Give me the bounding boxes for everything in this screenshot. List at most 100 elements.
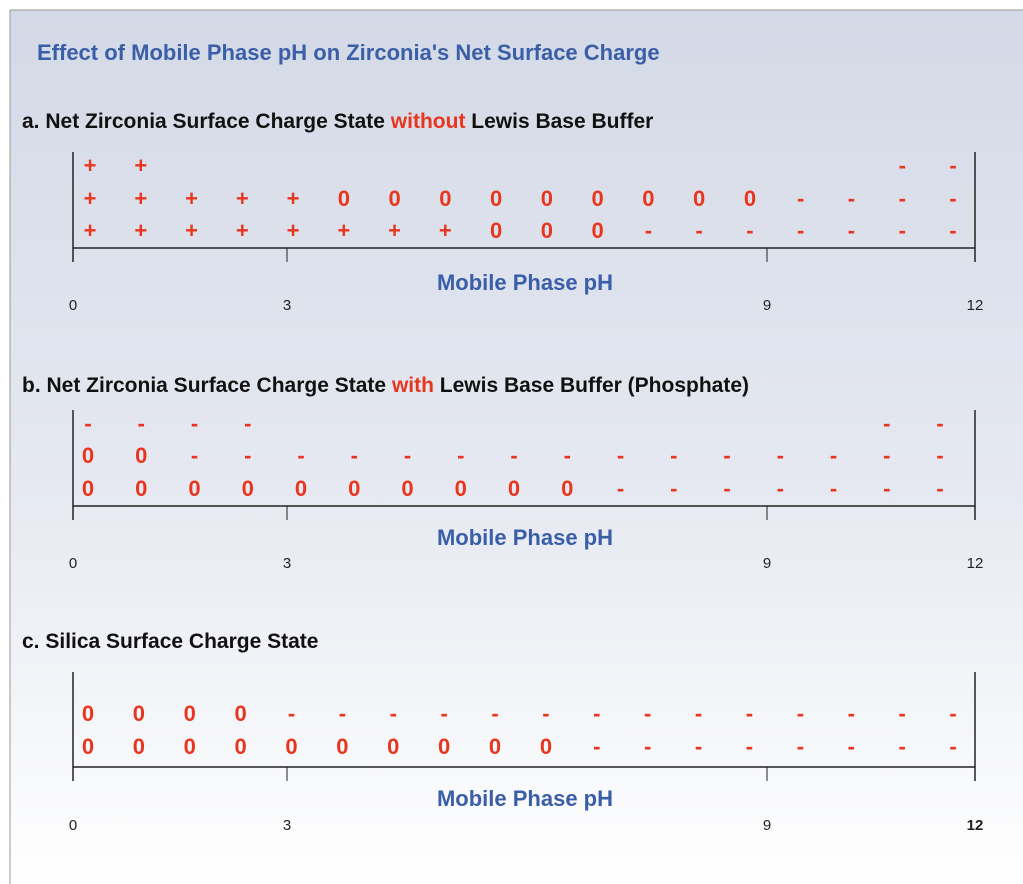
charge-symbol: - xyxy=(695,734,702,759)
charge-symbol: - xyxy=(644,734,651,759)
charge-symbol: - xyxy=(696,218,703,243)
charge-symbol: - xyxy=(390,701,397,726)
tick-label: 0 xyxy=(69,555,77,572)
charge-symbol: 0 xyxy=(82,734,94,759)
charge-symbol: - xyxy=(723,443,730,468)
charge-symbol: 0 xyxy=(242,476,254,501)
charge-symbol: - xyxy=(949,701,956,726)
charge-symbol: - xyxy=(899,153,906,178)
charge-symbol: 0 xyxy=(135,443,147,468)
charge-symbol: - xyxy=(645,218,652,243)
charge-symbol: - xyxy=(593,701,600,726)
charge-symbol: 0 xyxy=(235,701,247,726)
charge-symbol: 0 xyxy=(82,476,94,501)
charge-symbol: - xyxy=(617,443,624,468)
charge-symbol: - xyxy=(883,443,890,468)
charge-symbol: 0 xyxy=(133,734,145,759)
charge-symbol: 0 xyxy=(561,476,573,501)
main-title: Effect of Mobile Phase pH on Zirconia's … xyxy=(37,40,660,65)
charge-symbol: + xyxy=(134,218,147,243)
charge-symbol: 0 xyxy=(336,734,348,759)
charge-symbol: 0 xyxy=(490,218,502,243)
tick-label: 3 xyxy=(283,817,291,834)
charge-symbol: - xyxy=(670,443,677,468)
axis-label: Mobile Phase pH xyxy=(437,786,613,811)
charge-symbol: - xyxy=(491,701,498,726)
charge-symbol: - xyxy=(191,411,198,436)
title-suffix: Lewis Base Buffer (Phosphate) xyxy=(434,374,749,397)
charge-symbol: 0 xyxy=(135,476,147,501)
charge-symbol: + xyxy=(236,218,249,243)
charge-symbol: - xyxy=(949,153,956,178)
charge-symbol: 0 xyxy=(541,186,553,211)
charge-symbol: 0 xyxy=(642,186,654,211)
charge-symbol: - xyxy=(288,701,295,726)
charge-symbol: + xyxy=(337,218,350,243)
charge-symbol: - xyxy=(404,443,411,468)
charge-symbol: - xyxy=(898,734,905,759)
charge-symbol: - xyxy=(777,443,784,468)
charge-symbol: + xyxy=(185,186,198,211)
charge-symbol: - xyxy=(244,411,251,436)
charge-symbol: 0 xyxy=(489,734,501,759)
charge-symbol: - xyxy=(936,411,943,436)
charge-symbol: - xyxy=(746,734,753,759)
charge-symbol: - xyxy=(949,218,956,243)
charge-symbol: 0 xyxy=(401,476,413,501)
charge-symbol: 0 xyxy=(439,186,451,211)
charge-symbol: - xyxy=(936,476,943,501)
charge-symbol: - xyxy=(593,734,600,759)
tick-label: 9 xyxy=(763,297,771,314)
charge-symbol: + xyxy=(236,186,249,211)
charge-symbol: + xyxy=(388,218,401,243)
charge-symbol: 0 xyxy=(188,476,200,501)
charge-symbol: - xyxy=(848,734,855,759)
panel-title: b. Net Zirconia Surface Charge State wit… xyxy=(22,374,749,397)
panel-title: c. Silica Surface Charge State xyxy=(22,630,318,653)
charge-symbol: - xyxy=(936,443,943,468)
charge-symbol: 0 xyxy=(82,701,94,726)
charge-symbol: - xyxy=(898,701,905,726)
charge-symbol: - xyxy=(848,218,855,243)
title-suffix: Lewis Base Buffer xyxy=(465,110,653,133)
charge-symbol: - xyxy=(542,701,549,726)
charge-symbol: - xyxy=(617,476,624,501)
charge-symbol: - xyxy=(510,443,517,468)
charge-symbol: - xyxy=(670,476,677,501)
charge-symbol: - xyxy=(351,443,358,468)
charge-symbol: - xyxy=(848,186,855,211)
tick-label: 9 xyxy=(763,817,771,834)
charge-symbol: + xyxy=(134,186,147,211)
charge-symbol: - xyxy=(797,218,804,243)
title-prefix: b. Net Zirconia Surface Charge State xyxy=(22,374,392,397)
title-highlight: without xyxy=(390,110,466,133)
charge-symbol: - xyxy=(949,186,956,211)
charge-symbol: - xyxy=(746,218,753,243)
charge-symbol: - xyxy=(644,701,651,726)
axis-label: Mobile Phase pH xyxy=(437,525,613,550)
charge-symbol: 0 xyxy=(388,186,400,211)
charge-symbol: 0 xyxy=(438,734,450,759)
charge-symbol: 0 xyxy=(184,701,196,726)
charge-symbol: - xyxy=(138,411,145,436)
charge-symbol: 0 xyxy=(455,476,467,501)
charge-symbol: + xyxy=(439,218,452,243)
tick-label: 12 xyxy=(967,555,984,572)
title-prefix: a. Net Zirconia Surface Charge State xyxy=(22,110,391,133)
charge-symbol: - xyxy=(191,443,198,468)
charge-symbol: + xyxy=(84,218,97,243)
charge-symbol: - xyxy=(899,218,906,243)
charge-symbol: 0 xyxy=(693,186,705,211)
charge-symbol: 0 xyxy=(508,476,520,501)
charge-symbol: - xyxy=(457,443,464,468)
charge-symbol: - xyxy=(777,476,784,501)
charge-symbol: + xyxy=(84,186,97,211)
charge-symbol: - xyxy=(797,186,804,211)
charge-symbol: 0 xyxy=(387,734,399,759)
charge-symbol: - xyxy=(723,476,730,501)
charge-symbol: + xyxy=(84,153,97,178)
charge-symbol: - xyxy=(830,443,837,468)
title-prefix: c. Silica Surface Charge State xyxy=(22,630,318,653)
charge-symbol: - xyxy=(297,443,304,468)
charge-symbol: - xyxy=(84,411,91,436)
